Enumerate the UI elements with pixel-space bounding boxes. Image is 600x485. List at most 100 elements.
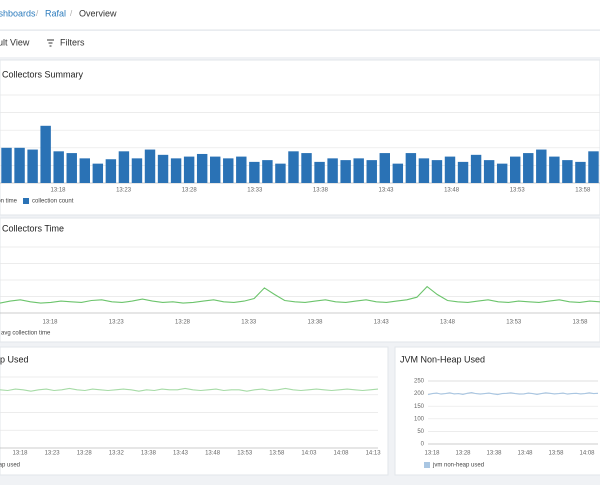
x-tick-label: 13:18 [424,451,440,457]
breadcrumb[interactable]: Dashboards [0,8,36,18]
bar [223,158,234,183]
x-tick-label: 13:48 [517,451,533,457]
x-tick-label: 13:28 [175,320,191,326]
x-tick-label: 13:28 [77,451,93,457]
bar [236,156,247,183]
bar [53,151,64,183]
legend-swatch [23,198,30,204]
bar [66,153,77,183]
x-tick-label: 13:18 [42,320,58,326]
x-tick-label: 13:28 [455,451,471,457]
bar [366,160,377,183]
line-series [0,387,379,392]
bar [301,153,312,183]
bar [549,156,560,183]
toolbar [0,31,600,57]
x-tick-label: 14:03 [301,451,317,457]
x-tick-label: 13:18 [50,188,66,194]
x-tick-label: 13:38 [486,451,502,457]
bar [210,156,221,183]
x-tick-label: 13:28 [182,188,198,194]
bar [405,153,417,183]
bar [340,160,351,183]
bar [79,158,90,183]
x-tick-label: 13:23 [45,451,61,457]
x-tick-label: 13:23 [116,188,132,194]
x-tick-label: 13:23 [109,320,125,326]
x-tick-label: 13:48 [440,320,456,326]
x-tick-label: 13:18 [12,451,28,457]
x-tick-label: 13:58 [548,451,564,457]
bar [131,158,143,183]
bar [14,147,25,183]
panel-box [0,59,600,216]
x-tick-label: 13:33 [247,188,263,194]
top-bar [0,0,600,30]
panel: GC Collectors Time 13:18 13:23 13:28 13:33 13… [0,217,600,343]
bar [392,163,404,183]
x-tick-label: 13:43 [173,451,189,457]
line-series [0,285,600,304]
y-tick-label: 250 [414,379,425,385]
x-tick-label: 13:48 [205,451,221,457]
view-selector[interactable]: Default View [0,37,30,47]
x-tick-label: 13:43 [378,188,394,194]
bar [431,160,443,183]
bar [144,149,156,183]
x-tick-label: 14:13 [366,451,382,457]
panel: JVM Heap Used 13:18 13:23 13:28 13:32 13:38 13… [0,346,389,476]
legend-label: jvm non-heap used [432,463,484,469]
x-tick-label: 13:43 [374,320,390,326]
bar [327,158,338,183]
bar [536,149,547,183]
bar [27,149,38,183]
bar [510,156,521,183]
bar [170,158,182,183]
x-tick-label: 13:48 [444,188,460,194]
bar [288,151,299,183]
legend-label: avg collection time [1,331,51,337]
bar [275,163,286,183]
bar [496,163,508,183]
x-tick-label: 13:58 [575,188,591,194]
bar [40,125,51,183]
panel-title: JVM Heap Used [0,354,29,364]
bar [157,154,169,183]
bar [314,161,325,183]
x-tick-label: 13:38 [141,451,157,457]
y-tick-label: 100 [414,416,425,422]
x-tick-label: 13:53 [237,451,253,457]
y-tick-label: 0 [421,442,425,448]
breadcrumb: Overview [79,8,117,18]
bar [575,161,586,183]
bar [523,153,534,183]
bar [262,160,273,183]
bar [588,151,599,183]
x-tick-label: 13:53 [506,320,522,326]
legend-label: collection time [0,199,18,205]
y-tick-label: 200 [414,391,425,397]
filters-button[interactable]: Filters [60,37,85,47]
x-tick-label: 13:53 [510,188,526,194]
bar [249,161,260,183]
separator: / [70,9,73,18]
bar [118,151,130,183]
bar [92,163,104,183]
legend-swatch [424,462,430,468]
x-tick-label: 13:38 [313,188,329,194]
panel: GC Collectors Summary 13:18 13:23 13:28 13:3… [0,59,600,216]
breadcrumb[interactable]: Rafal [45,8,66,18]
bar [105,159,117,183]
bar [483,160,495,183]
line-series [427,392,599,396]
bar [470,154,482,183]
x-tick-label: 13:58 [269,451,285,457]
x-tick-label: 13:58 [572,320,588,326]
y-tick-label: 150 [414,404,425,410]
bar [353,158,364,183]
legend-label: jvm heap used [0,463,20,469]
bar [444,156,456,183]
panel-box [394,346,600,476]
